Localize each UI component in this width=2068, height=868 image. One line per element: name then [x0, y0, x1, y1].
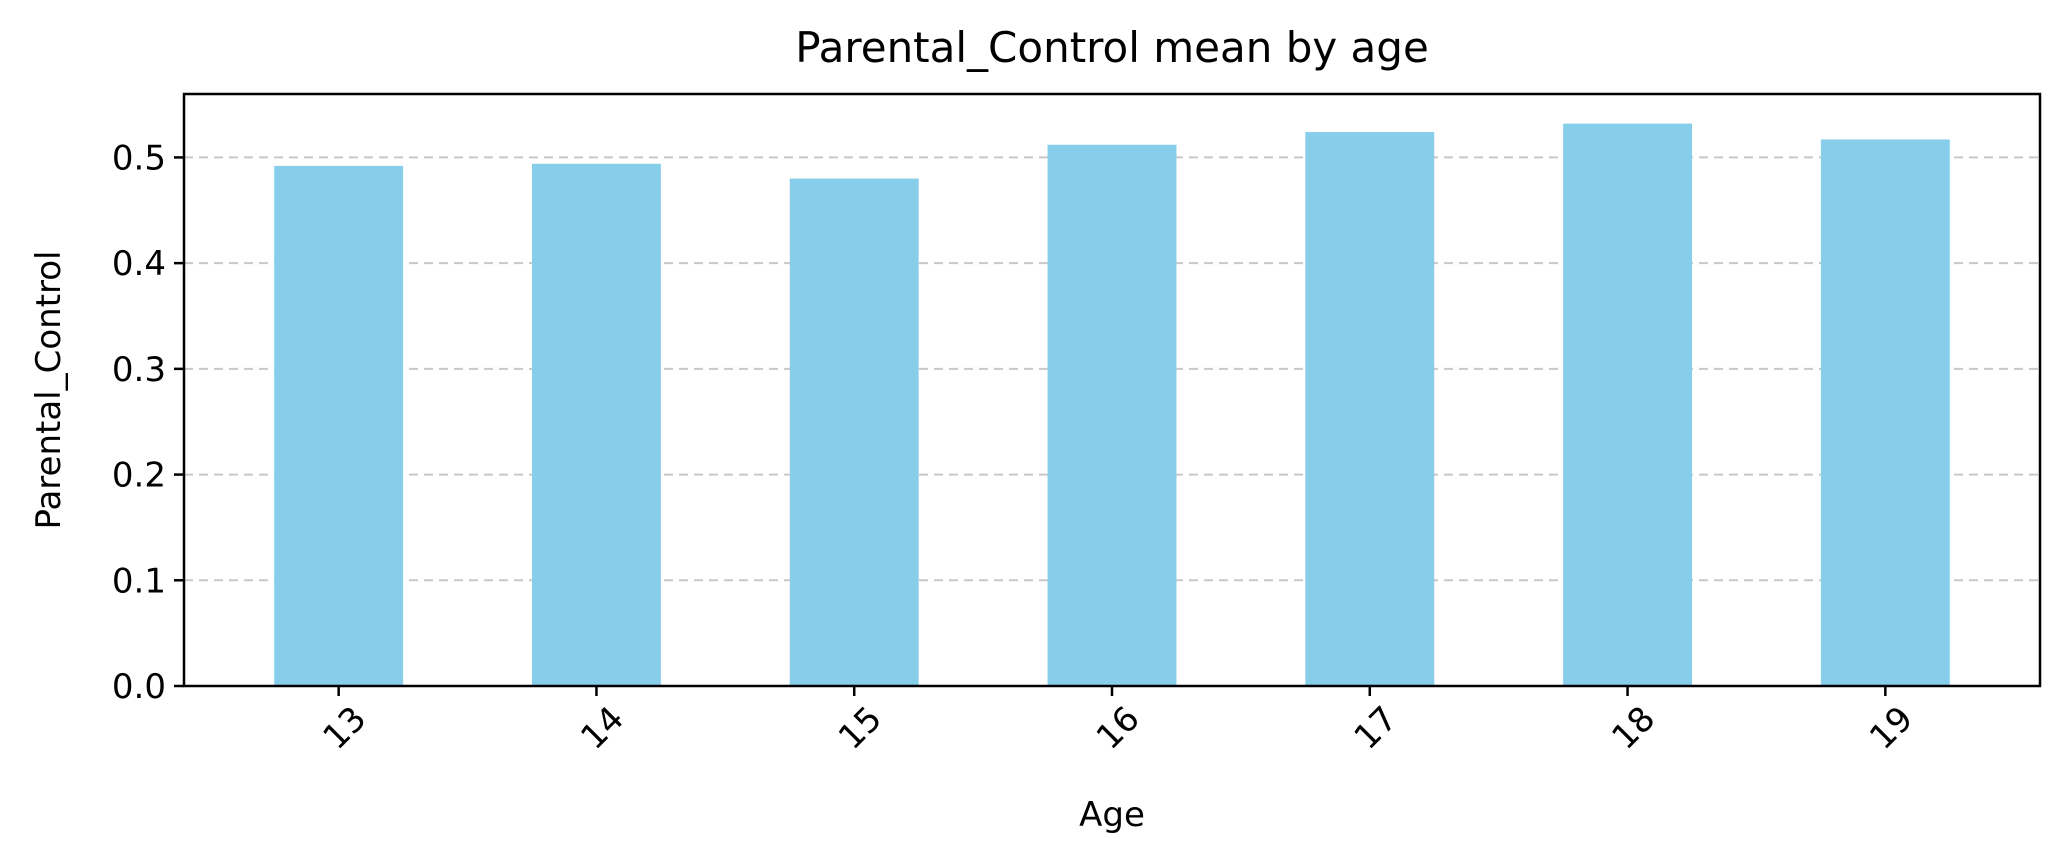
y-tick-label: 0.2 [112, 456, 166, 496]
gridlines [184, 156, 2040, 582]
x-tick-label: 13 [315, 699, 374, 758]
x-tick-label: 15 [831, 699, 890, 758]
bar-age-15 [789, 178, 919, 687]
y-axis: 0.0 0.1 0.2 0.3 0.4 0.5 [112, 138, 184, 707]
bar-age-17 [1305, 132, 1435, 687]
x-axis-title: Age [1079, 795, 1145, 835]
x-tick-label: 17 [1347, 699, 1406, 758]
x-axis: 13 14 15 16 17 18 19 [315, 686, 1921, 758]
chart-title: Parental_Control mean by age [795, 23, 1429, 72]
y-axis-title: Parental_Control [29, 250, 69, 529]
bar-age-16 [1047, 144, 1177, 686]
y-tick-label: 0.4 [112, 244, 166, 284]
bars [274, 123, 1950, 687]
y-tick-label: 0.0 [112, 667, 166, 707]
y-tick-label: 0.5 [112, 138, 166, 178]
x-tick-label: 16 [1089, 699, 1148, 758]
bar-age-13 [274, 165, 404, 686]
bar-age-18 [1563, 123, 1692, 687]
x-tick-label: 18 [1604, 699, 1663, 758]
bar-age-14 [532, 163, 661, 686]
x-tick-label: 19 [1862, 699, 1921, 758]
bar-age-19 [1820, 139, 1950, 686]
x-tick-label: 14 [573, 699, 632, 758]
y-tick-label: 0.1 [112, 561, 166, 601]
y-tick-label: 0.3 [112, 350, 166, 390]
